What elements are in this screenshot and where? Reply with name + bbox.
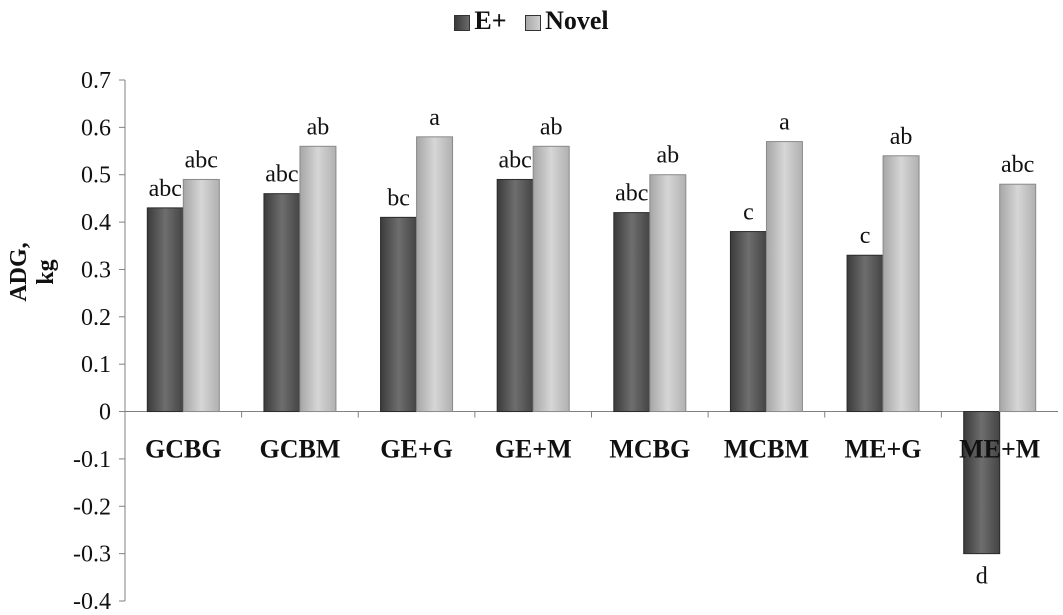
legend-swatch-e-plus — [454, 15, 471, 32]
bar-novel — [882, 155, 920, 413]
x-tick-label: GE+G — [380, 435, 453, 464]
x-tick-label: GCBM — [259, 435, 340, 464]
legend-item-novel: Novel — [525, 6, 609, 36]
data-label: ab — [890, 124, 913, 150]
data-label: ab — [307, 114, 330, 140]
bar-e-plus — [613, 212, 651, 413]
bar-novel — [182, 178, 220, 413]
y-tick-label: 0.2 — [81, 305, 111, 331]
y-tick-label: 0.1 — [81, 352, 111, 378]
y-tick-label: 0.6 — [81, 115, 111, 141]
bar-e-plus — [380, 216, 418, 413]
y-tick-label: 0.4 — [81, 210, 111, 236]
data-label: bc — [387, 185, 410, 211]
x-tick-label: GE+M — [495, 435, 572, 464]
bar-novel — [532, 145, 570, 413]
data-label: abc — [149, 176, 182, 202]
data-label: abc — [499, 147, 532, 173]
data-label: ab — [656, 143, 679, 169]
bar-e-plus — [846, 254, 884, 413]
x-tick-label: GCBG — [145, 435, 222, 464]
y-tick-label: 0.7 — [81, 68, 111, 94]
y-tick-label: 0 — [99, 400, 111, 426]
data-label: a — [429, 105, 440, 131]
bar-novel — [416, 136, 454, 413]
y-tick-label: -0.3 — [73, 542, 111, 568]
bar-e-plus — [496, 178, 534, 413]
data-label: d — [976, 564, 988, 590]
bar-e-plus — [263, 193, 301, 413]
x-tick-label: MCBM — [724, 435, 809, 464]
bar-novel — [999, 183, 1037, 413]
bar-novel — [299, 145, 337, 413]
x-tick-label: ME+M — [959, 435, 1040, 464]
legend-label-novel: Novel — [545, 6, 609, 35]
legend-swatch-novel — [525, 15, 542, 32]
bar-e-plus — [963, 411, 1001, 555]
y-tick-label: -0.2 — [73, 494, 111, 520]
data-label: abc — [1001, 152, 1034, 178]
data-label: a — [779, 110, 790, 136]
data-label: ab — [540, 114, 563, 140]
legend: E+ Novel — [0, 6, 1063, 36]
x-tick-label: MCBG — [609, 435, 690, 464]
data-label: abc — [615, 181, 648, 207]
bar-novel — [649, 174, 687, 413]
bar-e-plus — [729, 231, 767, 413]
legend-item-e-plus: E+ — [454, 6, 507, 36]
data-label: c — [860, 223, 871, 249]
x-tick-label: ME+G — [845, 435, 922, 464]
y-tick-label: -0.1 — [73, 447, 111, 473]
bar-novel — [765, 141, 803, 413]
y-tick-label: -0.4 — [73, 589, 111, 615]
data-label: abc — [265, 162, 298, 188]
data-label: abc — [185, 147, 218, 173]
bar-e-plus — [146, 207, 184, 413]
data-label: c — [743, 200, 754, 226]
legend-label-e-plus: E+ — [474, 6, 507, 35]
y-tick-label: 0.5 — [81, 163, 111, 189]
y-tick-label: 0.3 — [81, 257, 111, 283]
